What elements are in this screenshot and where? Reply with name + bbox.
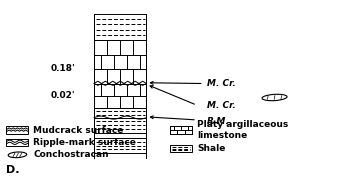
Text: Mudcrack surface: Mudcrack surface: [33, 125, 124, 134]
FancyBboxPatch shape: [170, 126, 192, 134]
Text: M. Cr.: M. Cr.: [207, 102, 236, 110]
Text: D.: D.: [6, 165, 20, 175]
FancyBboxPatch shape: [94, 118, 147, 133]
Text: Conchostracan: Conchostracan: [33, 150, 109, 159]
Text: 0.18': 0.18': [51, 64, 75, 73]
Text: Platy argillaceous
limestone: Platy argillaceous limestone: [197, 120, 288, 140]
FancyBboxPatch shape: [94, 138, 147, 153]
Text: R.M.: R.M.: [207, 117, 230, 126]
FancyBboxPatch shape: [6, 126, 28, 134]
FancyBboxPatch shape: [94, 108, 147, 118]
Text: Ripple-mark surface: Ripple-mark surface: [33, 138, 136, 147]
FancyBboxPatch shape: [170, 145, 192, 152]
FancyBboxPatch shape: [94, 14, 147, 40]
FancyBboxPatch shape: [6, 139, 28, 146]
FancyBboxPatch shape: [94, 40, 147, 83]
Text: 0.02': 0.02': [51, 91, 75, 100]
Text: M. Cr.: M. Cr.: [207, 79, 236, 88]
FancyBboxPatch shape: [94, 83, 147, 108]
Text: Shale: Shale: [197, 144, 225, 153]
